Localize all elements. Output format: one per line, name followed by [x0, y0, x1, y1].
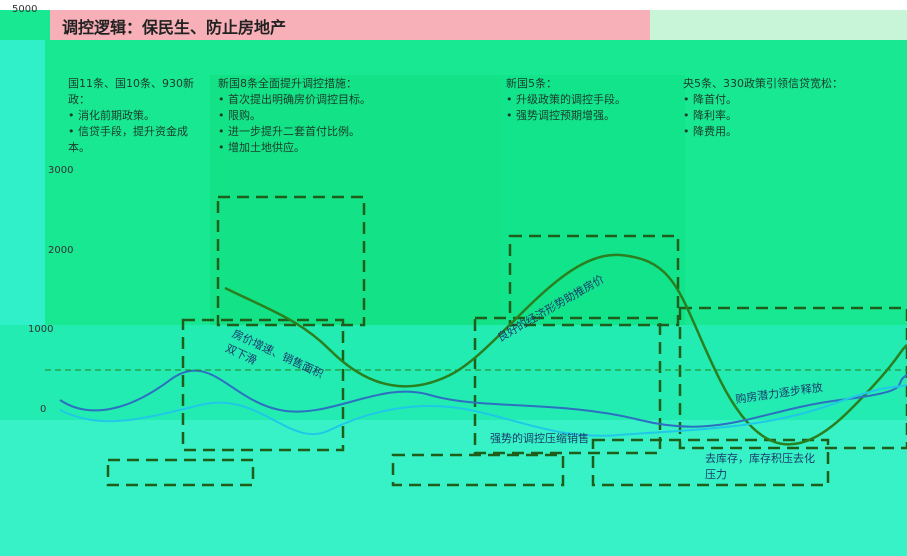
dashed-box	[181, 318, 345, 452]
panel-item: 消化前期政策。	[68, 108, 198, 124]
panel-item: 信贷手段，提升资金成本。	[68, 124, 198, 156]
y-label: 5000	[12, 4, 38, 15]
panel-item: 增加土地供应。	[218, 140, 418, 156]
title-bar	[50, 10, 650, 40]
panel-item: 降利率。	[683, 108, 893, 124]
panel: 国11条、国10条、930新政： 消化前期政策。 信贷手段，提升资金成本。	[68, 76, 198, 156]
dashed-box	[391, 453, 565, 487]
annotation: 去库存，库存积压去化压力	[705, 452, 815, 481]
dashed-box	[106, 458, 255, 487]
dashed-box	[473, 316, 662, 455]
curve	[224, 253, 907, 446]
bottom-area	[0, 420, 907, 556]
dashed-box	[508, 234, 680, 327]
panel-heading: 国11条、国10条、930新政：	[68, 77, 194, 106]
left-strip	[0, 40, 45, 325]
panel-item: 限购。	[218, 108, 418, 124]
y-label: 0	[40, 404, 47, 415]
title: 调控逻辑：保民生、防止房地产	[62, 18, 287, 37]
annotation: 强势的调控压缩销售	[490, 432, 589, 445]
dashed-box	[591, 438, 830, 487]
curve	[59, 384, 907, 437]
panel-item: 降首付。	[683, 92, 893, 108]
dashed-box	[678, 306, 907, 450]
dashed-box	[216, 195, 366, 327]
panel: 新国8条全面提升调控措施： 首次提出明确房价调控目标。 限购。 进一步提升二套首…	[218, 76, 418, 156]
panel-heading: 央5条、330政策引领信贷宽松：	[683, 77, 843, 90]
top-strip	[0, 0, 907, 10]
curve	[59, 369, 907, 428]
title-side	[650, 10, 907, 40]
y-label: 1000	[28, 324, 54, 335]
panel-item: 强势调控预期增强。	[506, 108, 666, 124]
y-label: 3000	[48, 165, 74, 176]
panel-item: 首次提出明确房价调控目标。	[218, 92, 418, 108]
panel-item: 升级政策的调控手段。	[506, 92, 666, 108]
panel-item: 进一步提升二套首付比例。	[218, 124, 418, 140]
panel: 央5条、330政策引领信贷宽松： 降首付。 降利率。 降费用。	[683, 76, 893, 140]
panel-heading: 新国8条全面提升调控措施：	[218, 77, 357, 90]
panel: 新国5条： 升级政策的调控手段。 强势调控预期增强。	[506, 76, 666, 124]
y-label: 2000	[48, 245, 74, 256]
panel-item: 降费用。	[683, 124, 893, 140]
panel-heading: 新国5条：	[506, 77, 557, 90]
